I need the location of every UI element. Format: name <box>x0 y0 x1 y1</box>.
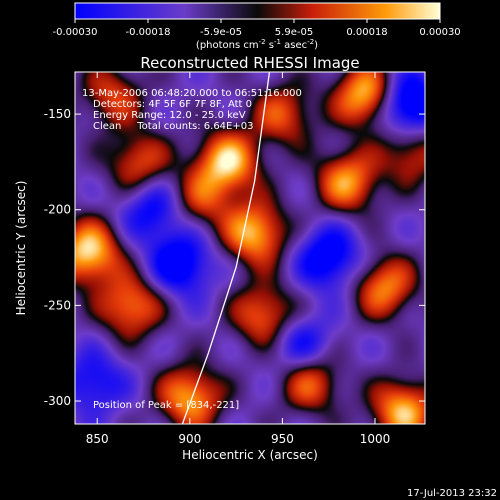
annotation-time: 13-May-2006 06:48:20.000 to 06:51:16.000 <box>82 88 302 99</box>
colorbar-tick-label: -0.00030 <box>53 27 98 38</box>
colorbar-tick-label: 0.00018 <box>346 27 387 38</box>
annotation-peak: Position of Peak = [834,-221] <box>93 400 239 411</box>
chart-title: Reconstructed RHESSI Image <box>140 54 359 72</box>
colorbar-unit: (photons cm-2 s-1 asec-2) <box>196 38 318 51</box>
x-tick-label: 950 <box>271 432 294 446</box>
plot-frame <box>74 71 426 425</box>
annotation-energy: Energy Range: 12.0 - 25.0 keV <box>93 110 246 121</box>
y-axis-label: Heliocentric Y (arcsec) <box>14 181 28 316</box>
annotation-detectors: Detectors: 4F 5F 6F 7F 8F, Att 0 <box>93 99 252 110</box>
plot-area <box>75 72 425 424</box>
annotation-clean: Clean Total counts: 6.64E+03 <box>93 121 253 132</box>
x-tick-label: 850 <box>86 432 109 446</box>
colorbar-tick-label: 0.00030 <box>419 27 460 38</box>
colorbar-tick-label: -5.9e-05 <box>200 27 242 38</box>
y-tick-label: -300 <box>44 394 71 408</box>
limb-curve <box>181 72 271 424</box>
colorbar-tick-label: -0.00018 <box>126 27 171 38</box>
colorbar-ticks: -0.00030 -0.00018 -5.9e-05 5.9e-05 0.00018 0.… <box>53 19 461 38</box>
y-tick-label: -250 <box>44 298 71 312</box>
y-axis: -150 -200 -250 -300 <box>44 107 425 408</box>
x-tick-label: 1000 <box>360 432 391 446</box>
annotations: 13-May-2006 06:48:20.000 to 06:51:16.000… <box>82 88 302 411</box>
y-tick-label: -150 <box>44 107 71 121</box>
colorbar-tick-label: 5.9e-05 <box>275 27 313 38</box>
footer-timestamp: 17-Jul-2013 23:32 <box>407 488 497 499</box>
x-tick-label: 900 <box>178 432 201 446</box>
heatmap-image <box>75 72 425 424</box>
colorbar: -0.00030 -0.00018 -5.9e-05 5.9e-05 0.00018 0.… <box>53 2 461 51</box>
colorbar-gradient <box>74 2 441 20</box>
x-axis: 850 900 950 1000 <box>86 72 391 446</box>
x-axis-label: Heliocentric X (arcsec) <box>182 448 318 462</box>
y-tick-label: -200 <box>44 203 71 217</box>
